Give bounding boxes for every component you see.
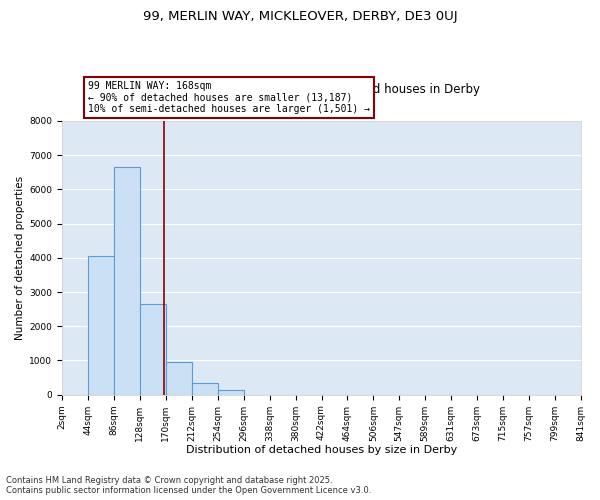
Bar — [114, 167, 140, 394]
Bar — [218, 390, 244, 394]
Text: Contains HM Land Registry data © Crown copyright and database right 2025.
Contai: Contains HM Land Registry data © Crown c… — [6, 476, 371, 495]
Y-axis label: Number of detached properties: Number of detached properties — [15, 176, 25, 340]
Bar — [191, 383, 218, 394]
Title: Size of property relative to detached houses in Derby: Size of property relative to detached ho… — [163, 83, 479, 96]
Bar — [140, 304, 166, 394]
Bar — [166, 362, 191, 394]
Text: 99 MERLIN WAY: 168sqm
← 90% of detached houses are smaller (13,187)
10% of semi-: 99 MERLIN WAY: 168sqm ← 90% of detached … — [88, 81, 370, 114]
X-axis label: Distribution of detached houses by size in Derby: Distribution of detached houses by size … — [185, 445, 457, 455]
Text: 99, MERLIN WAY, MICKLEOVER, DERBY, DE3 0UJ: 99, MERLIN WAY, MICKLEOVER, DERBY, DE3 0… — [143, 10, 457, 23]
Bar — [88, 256, 114, 394]
